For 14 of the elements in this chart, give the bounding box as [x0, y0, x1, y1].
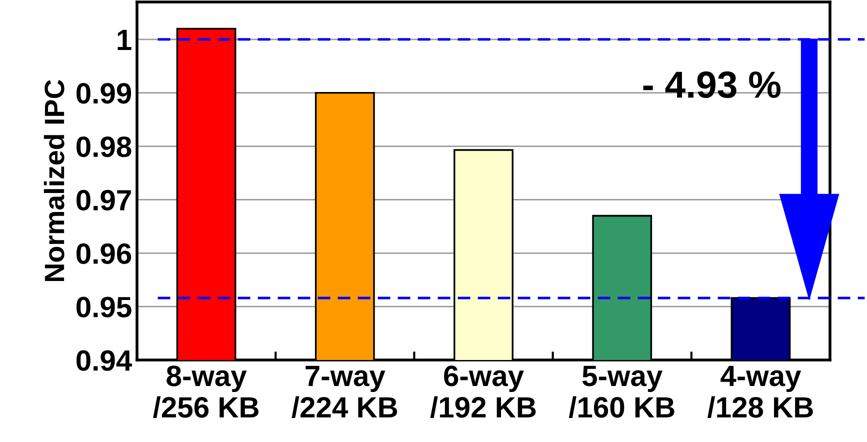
- x-tick-label: 4-way /128 KB: [707, 366, 813, 418]
- y-tick-label: 0.96: [76, 243, 132, 264]
- y-tick-label: 1: [118, 30, 132, 50]
- x-tick-label: 8-way /256 KB: [153, 366, 258, 418]
- y-axis-title: Normalized IPC: [44, 80, 64, 282]
- x-tick-label: 7-way /224 KB: [292, 366, 398, 418]
- annotation: - 4.93 %: [643, 71, 781, 98]
- x-tick-label: 5-way /160 KB: [568, 366, 674, 418]
- y-tick-label: 0.94: [76, 350, 132, 371]
- x-tick-label: 6-way /192 KB: [430, 366, 536, 418]
- y-tick-label: 0.95: [76, 296, 132, 318]
- y-tick-label: 0.99: [76, 83, 132, 104]
- y-tick-label: 0.98: [76, 136, 132, 158]
- y-tick-label: 0.97: [76, 190, 131, 211]
